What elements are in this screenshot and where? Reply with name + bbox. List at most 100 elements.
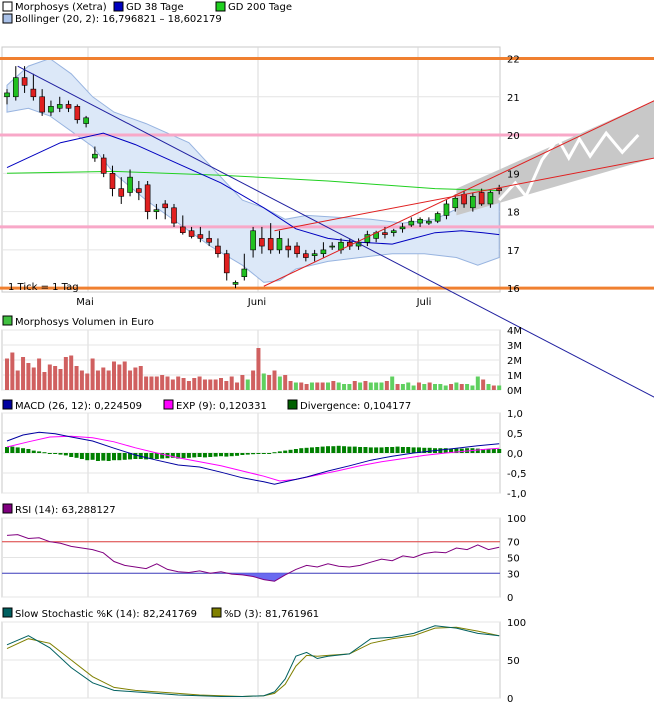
volume-bar [95, 370, 100, 390]
candle-body [56, 104, 63, 109]
candle-body [487, 192, 494, 205]
divergence-bar [251, 453, 256, 455]
volume-bar [85, 373, 90, 390]
volume-bar [390, 376, 395, 390]
divergence-bar [112, 453, 116, 461]
divergence-bar [58, 453, 63, 455]
legend-gd38-label: GD 38 Tage [126, 2, 184, 13]
stochastic-tick-label: 100 [507, 618, 526, 629]
price-tick-label: 21 [507, 93, 520, 104]
legend-swatch-volume [2, 315, 13, 326]
divergence-bar [315, 447, 320, 453]
divergence-bar [197, 453, 202, 457]
candle-body [408, 220, 415, 226]
candle-body [276, 238, 283, 251]
divergence-bar [181, 453, 186, 459]
legend-price-label: Morphosys (Xetra) [15, 2, 107, 13]
volume-bar [10, 352, 15, 390]
divergence-bar [235, 453, 240, 456]
volume-tick-label: 3M [507, 341, 522, 352]
volume-bar [486, 384, 491, 390]
trendline [263, 100, 654, 287]
volume-bar [422, 384, 427, 390]
divergence-bar [170, 453, 175, 458]
divergence-bar [475, 448, 480, 453]
divergence-bar [320, 446, 325, 453]
candle-body [4, 92, 10, 98]
candle-body [478, 192, 485, 205]
macd-lines [6, 431, 500, 485]
volume-tick-label: 1M [507, 371, 522, 382]
divergence-bar [277, 451, 282, 453]
volume-bar [229, 376, 234, 390]
divergence-bar [128, 453, 133, 460]
divergence-bar [10, 446, 15, 453]
divergence-bar [368, 447, 373, 453]
candle-body [250, 230, 256, 251]
candle-body [215, 245, 221, 255]
volume-bar [438, 384, 443, 390]
volume-bar [368, 382, 373, 390]
volume-bar [427, 382, 432, 390]
volume-tick-label: 0M [507, 386, 522, 397]
volume-bar [186, 381, 191, 390]
volume-bar [320, 382, 325, 390]
divergence-bar [272, 452, 277, 454]
volume-bar [491, 385, 496, 390]
divergence-bar [443, 448, 448, 453]
volume-bar [374, 382, 379, 390]
macd-tick-label: 0,5 [507, 429, 523, 440]
rsi-tick-label: 0 [507, 593, 513, 604]
volume-bar [347, 384, 352, 390]
divergence-bar [47, 453, 52, 454]
gd200-line [6, 170, 500, 192]
stochastic-lines [6, 625, 500, 698]
volume-tick-label: 4M [507, 326, 522, 337]
volume-bar [90, 358, 95, 390]
volume-bar [336, 382, 341, 390]
candle-body [206, 238, 212, 243]
volume-bar [358, 382, 363, 390]
macd-y-axis: -1,0 -0,5 0,0 0,5 1,0 [507, 409, 527, 500]
projection-zigzag [498, 130, 640, 202]
volume-bar [395, 384, 400, 390]
volume-bar [363, 381, 368, 390]
candle-body [267, 238, 274, 251]
divergence-bar [261, 453, 266, 454]
divergence-bar [331, 446, 336, 453]
volume-bar [342, 384, 347, 390]
volume-bar [219, 378, 223, 390]
volume-bar [465, 384, 470, 390]
divergence-bar [256, 453, 261, 454]
macd-tick-label: 1,0 [507, 409, 523, 420]
legend-swatch-rsi [2, 503, 13, 514]
legend-stoch-d-label: %D (3): 81,761961 [224, 609, 319, 620]
rsi-y-axis: 0 30 50 70 100 [507, 514, 526, 604]
divergence-bar [342, 446, 347, 453]
volume-bar [181, 378, 186, 390]
divergence-bar [85, 453, 90, 461]
stoch-k-line [6, 625, 500, 697]
candle-body [65, 104, 72, 109]
volume-bar [37, 358, 42, 390]
month-label: Juni [247, 297, 266, 308]
volume-bar [192, 378, 197, 390]
trendline [17, 65, 654, 398]
volume-bar [58, 369, 63, 390]
divergence-bar [336, 445, 341, 453]
candle-body [294, 245, 300, 255]
divergence-bar [299, 448, 304, 453]
moving-averages [6, 132, 500, 245]
candle-body [382, 232, 388, 235]
rsi-tick-label: 50 [507, 554, 520, 565]
candle-body [171, 207, 177, 224]
volume-bar [154, 376, 159, 390]
rsi-tick-label: 70 [507, 538, 520, 549]
divergence-bar [406, 447, 411, 453]
volume-bar [272, 370, 277, 390]
volume-bar [106, 370, 111, 390]
legend-swatch-gd38 [113, 1, 124, 12]
candle-body [100, 157, 107, 174]
divergence-bar [379, 447, 384, 453]
volume-bar [224, 381, 229, 390]
